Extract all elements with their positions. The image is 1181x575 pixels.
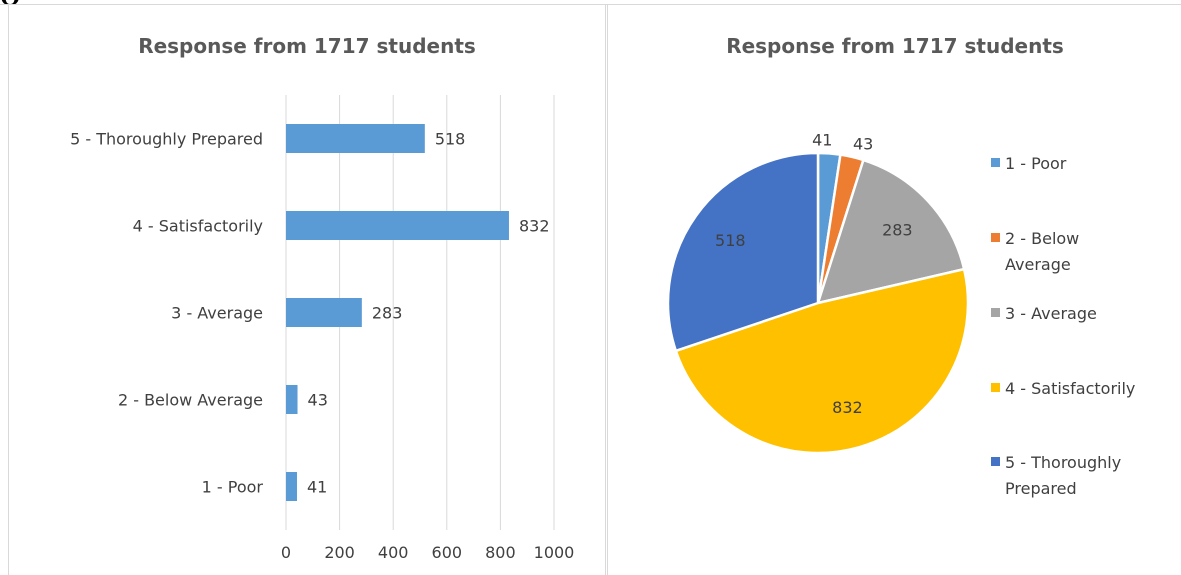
x-tick-label: 600 <box>432 543 463 562</box>
pie-data-label: 41 <box>812 130 832 149</box>
legend-swatch <box>991 383 1000 392</box>
legend-label: Prepared <box>1005 479 1077 498</box>
legend-label: Average <box>1005 255 1071 274</box>
bar-data-label: 283 <box>372 304 403 323</box>
pie-data-label: 518 <box>715 231 746 250</box>
bar-data-label: 41 <box>307 478 327 497</box>
pie-chart-panel: Response from 1717 students 41 43 283 832 51… <box>607 5 1181 575</box>
pie-slice <box>674 267 970 455</box>
pie-chart: 41 43 283 832 518 1 - Poor 2 - Below Average 3 -… <box>666 130 1135 498</box>
pie-slice <box>666 151 820 353</box>
pie-data-label: 283 <box>882 221 913 240</box>
legend-swatch <box>991 158 1000 167</box>
legend-label: 4 - Satisfactorily <box>1005 379 1135 398</box>
bar <box>286 298 362 327</box>
bar-chart-title: Response from 1717 students <box>138 34 476 58</box>
x-tick-label: 200 <box>324 543 355 562</box>
pie-chart-title: Response from 1717 students <box>726 34 1064 58</box>
bar-chart: 0 200 400 600 800 1000 41 1 - Poor 43 2 - Below A… <box>70 95 575 562</box>
legend-swatch <box>991 233 1000 242</box>
x-tick-label: 400 <box>378 543 409 562</box>
legend-label: 3 - Average <box>1005 304 1097 323</box>
bar <box>286 472 297 501</box>
bar-data-label: 43 <box>308 391 328 410</box>
legend-label: 5 - Thoroughly <box>1005 453 1121 472</box>
top-divider <box>0 4 1181 5</box>
pie-slice <box>816 158 966 305</box>
category-label: 2 - Below Average <box>118 391 263 410</box>
bar <box>286 385 298 414</box>
category-label: 5 - Thoroughly Prepared <box>70 130 263 149</box>
bar-data-label: 518 <box>435 130 466 149</box>
category-label: 1 - Poor <box>202 478 264 497</box>
x-tick-label: 1000 <box>534 543 575 562</box>
pie-data-label: 832 <box>832 398 863 417</box>
bar <box>286 124 425 153</box>
category-label: 3 - Average <box>171 304 263 323</box>
category-label: 4 - Satisfactorily <box>133 217 263 236</box>
legend-swatch <box>991 457 1000 466</box>
bar-chart-panel: Response from 1717 students 0 200 400 600 80… <box>8 5 606 575</box>
x-tick-label: 0 <box>281 543 291 562</box>
legend-label: 2 - Below <box>1005 229 1079 248</box>
bar <box>286 211 509 240</box>
legend-label: 1 - Poor <box>1005 154 1067 173</box>
x-tick-label: 800 <box>485 543 516 562</box>
legend-swatch <box>991 308 1000 317</box>
pie-data-label: 43 <box>853 134 873 153</box>
bar-data-label: 832 <box>519 217 550 236</box>
